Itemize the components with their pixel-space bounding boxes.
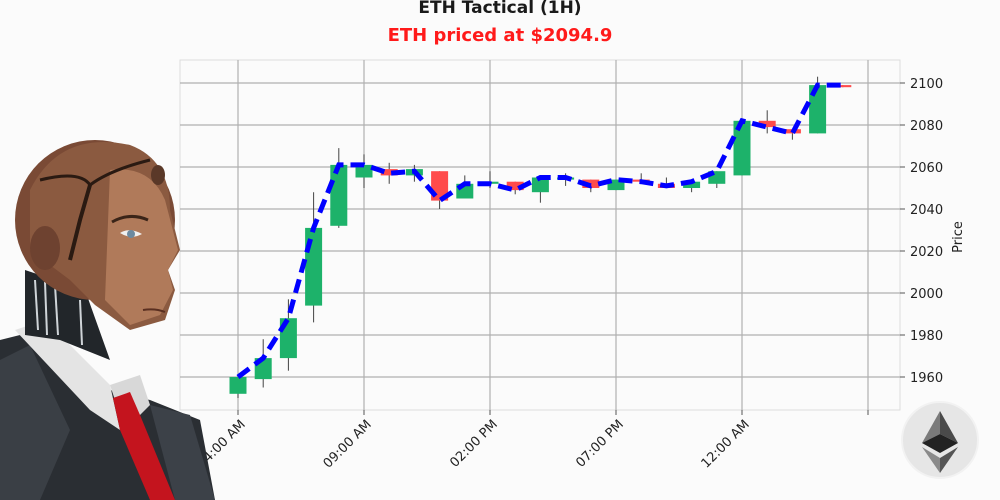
candle [758, 120, 776, 128]
y-tick-label: 2020 [910, 245, 943, 260]
candle [607, 179, 625, 191]
x-tick-label: 07:00 PM [573, 417, 626, 470]
y-tick-label: 2000 [910, 287, 943, 302]
candle [733, 120, 751, 176]
candle [380, 169, 398, 176]
plot-area [179, 59, 901, 411]
x-tick-label: 12:00 AM [699, 417, 753, 471]
y-tick-label: 1960 [910, 371, 943, 386]
x-tick-label: 09:00 AM [321, 417, 375, 471]
candles [229, 76, 852, 398]
y-axis: 1960 1980 2000 2020 2040 2060 2080 2100 [900, 77, 943, 386]
x-tick-label: 02:00 PM [447, 417, 500, 470]
candle [355, 164, 373, 178]
chart-title: ETH Tactical (1H) [418, 0, 582, 18]
y-axis-label: Price [951, 221, 966, 253]
candle [305, 227, 323, 306]
y-tick-label: 2080 [910, 119, 943, 134]
candle [229, 377, 247, 394]
grid-lines [180, 60, 900, 410]
price-subtitle: ETH priced at $2094.9 [387, 25, 613, 46]
candle [834, 85, 852, 88]
candle [531, 177, 549, 193]
y-tick-label: 2040 [910, 203, 943, 218]
candle [506, 181, 524, 191]
robot-advisor-illustration [0, 140, 215, 500]
candle [683, 181, 701, 188]
y-tick-label: 1980 [910, 329, 943, 344]
x-axis: 04:00 AM 09:00 AM 02:00 PM 07:00 PM 12:00 AM [195, 410, 869, 471]
candle [809, 85, 827, 134]
trend-line [236, 82, 843, 380]
candle [330, 164, 348, 226]
y-tick-label: 2060 [910, 161, 943, 176]
y-tick-label: 2100 [910, 77, 943, 92]
ethereum-icon [901, 401, 979, 479]
